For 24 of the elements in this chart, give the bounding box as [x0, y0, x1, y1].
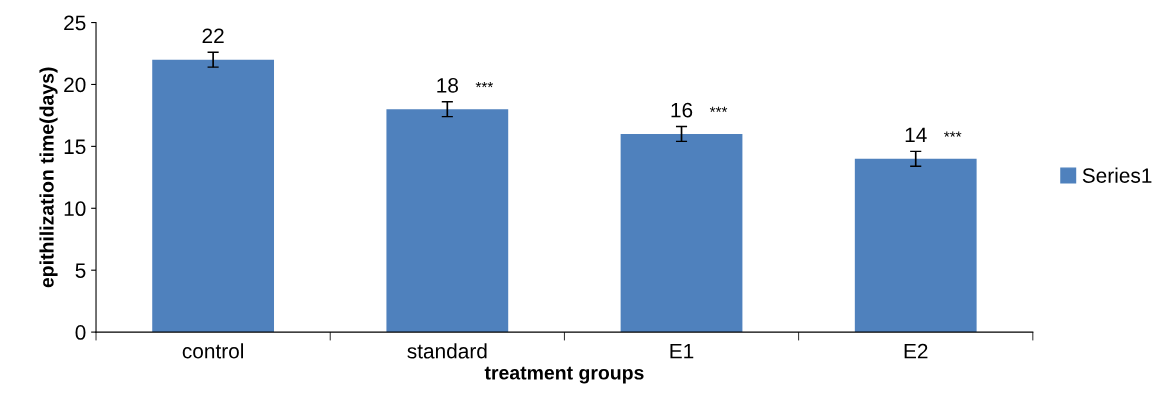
data-label: 16: [671, 102, 693, 118]
annotation: ***: [944, 131, 962, 137]
x-tick-label: control: [182, 343, 243, 359]
x-axis-title: treatment groups: [484, 366, 644, 384]
y-tick-label: 0: [75, 325, 86, 340]
x-tick-label: standard: [407, 343, 487, 359]
annotation: ***: [709, 106, 728, 113]
data-label: 14: [905, 127, 927, 143]
bar: [620, 133, 743, 333]
data-label: 18: [437, 77, 458, 93]
annotation: ***: [475, 81, 494, 88]
y-tick-label: 25: [64, 15, 86, 31]
y-tick-label: 20: [64, 77, 86, 93]
y-axis-title: epithilization time(days): [39, 67, 58, 288]
legend-label: Series1: [1082, 167, 1152, 183]
bar: [386, 109, 509, 333]
x-tick-label: E1: [670, 343, 694, 359]
bar: [854, 158, 977, 333]
bar: [152, 59, 275, 333]
data-label: 22: [202, 28, 224, 43]
y-tick-label: 15: [64, 139, 86, 155]
x-tick-label: E2: [904, 343, 928, 359]
y-tick-label: 10: [64, 201, 86, 217]
y-tick-label: 5: [75, 263, 86, 278]
